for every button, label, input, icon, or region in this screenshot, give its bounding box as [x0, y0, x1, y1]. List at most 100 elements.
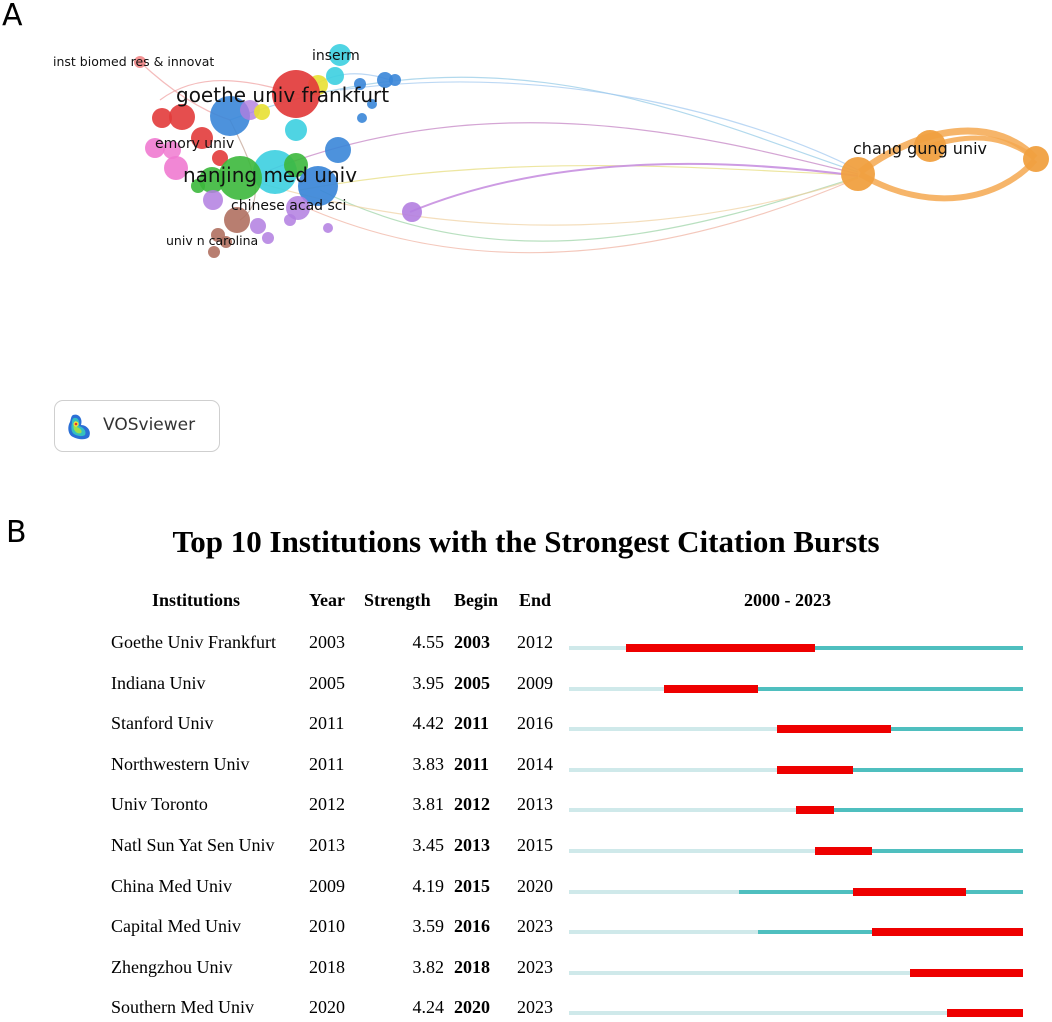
header-range: 2000 - 2023 [744, 590, 831, 610]
network-label: inserm [312, 48, 360, 64]
network-node [250, 218, 266, 234]
institution-name: Northwestern Univ [111, 753, 250, 774]
burst-strength: 3.83 [412, 753, 445, 774]
panel-b-letter: B [6, 515, 27, 550]
burst-begin: 2015 [454, 875, 490, 896]
timeline-active-segment [796, 808, 1023, 813]
burst-strength: 3.82 [412, 956, 445, 977]
panel-b: B Top 10 Institutions with the Strongest… [0, 500, 1052, 1022]
institution-name: Goethe Univ Frankfurt [111, 632, 276, 652]
start-year: 2020 [309, 997, 345, 1018]
network-map: inst biomed res & innovat inserm goethe … [53, 44, 1049, 258]
burst-end: 2013 [517, 794, 553, 815]
network-node [164, 156, 188, 180]
burst-bar [625, 644, 815, 652]
header-begin: Begin [454, 590, 499, 610]
timeline-pre-segment [569, 970, 910, 975]
start-year: 2013 [309, 835, 345, 855]
burst-end: 2009 [517, 672, 553, 693]
header-end: End [519, 590, 552, 610]
institution-name: Natl Sun Yat Sen Univ [111, 835, 275, 855]
institution-name: Southern Med Univ [111, 997, 254, 1018]
network-node [224, 207, 250, 233]
network-link [857, 127, 1038, 175]
burst-strength: 3.81 [412, 794, 445, 815]
timeline-active-segment [814, 849, 1023, 853]
timeline-pre-segment [569, 849, 815, 853]
burst-bar [814, 847, 872, 855]
network-node [284, 153, 308, 177]
network-label: goethe univ frankfurt [176, 83, 389, 107]
burst-bar [947, 1009, 1023, 1018]
vosviewer-logo-icon [68, 414, 90, 440]
timeline-active-segment [777, 767, 1023, 772]
network-node [272, 70, 320, 118]
vosviewer-badge: VOSviewer [54, 400, 220, 452]
burst-strength: 4.24 [412, 997, 445, 1018]
burst-begin: 2011 [454, 713, 490, 734]
network-node [841, 157, 875, 191]
start-year: 2003 [309, 632, 345, 652]
burst-bar [909, 968, 1023, 977]
header-strength: Strength [364, 590, 431, 610]
network-label: chinese acad sci [231, 198, 346, 214]
network-node [212, 150, 228, 166]
network-node [134, 56, 146, 68]
burst-begin: 2012 [454, 794, 490, 815]
network-label: chang gung univ [853, 139, 987, 158]
network-label: univ n carolina [166, 233, 258, 248]
start-year: 2011 [309, 753, 345, 774]
burst-end: 2012 [517, 632, 553, 652]
burst-end: 2014 [517, 753, 553, 774]
start-year: 2005 [309, 672, 345, 693]
network-node [326, 67, 344, 85]
burst-bar [871, 928, 1023, 937]
start-year: 2012 [309, 794, 345, 815]
network-node [389, 74, 401, 86]
burst-end: 2016 [517, 713, 553, 734]
burst-strength: 3.45 [412, 835, 445, 855]
burst-end: 2023 [517, 916, 553, 937]
timeline-pre-segment [569, 646, 626, 650]
network-link [299, 164, 859, 191]
institution-name: Capital Med Univ [111, 916, 241, 937]
network-link [269, 122, 859, 175]
institution-name: China Med Univ [111, 875, 232, 896]
network-node [163, 141, 181, 159]
start-year: 2011 [309, 713, 345, 734]
network-label: nanjing med univ [183, 163, 357, 187]
timeline-pre-segment [569, 727, 778, 732]
institution-name: Zhengzhou Univ [111, 956, 233, 977]
timeline-pre-segment [569, 808, 796, 813]
network-node [203, 190, 223, 210]
network-node [325, 137, 351, 163]
network-label: emory univ [155, 136, 234, 152]
burst-begin: 2013 [454, 835, 490, 855]
burst-bar [852, 887, 967, 896]
burst-strength: 4.55 [412, 632, 445, 652]
network-node [285, 119, 307, 141]
network-node [357, 113, 367, 123]
panel-a-letter: A [2, 0, 23, 33]
burst-end: 2023 [517, 956, 553, 977]
start-year: 2010 [309, 916, 345, 937]
burst-begin: 2003 [454, 632, 490, 652]
network-node [254, 104, 270, 120]
header-year: Year [309, 590, 345, 610]
burst-strength: 3.95 [412, 672, 445, 693]
network-node [220, 236, 232, 248]
start-year: 2009 [309, 875, 345, 896]
burst-end: 2015 [517, 835, 553, 855]
network-node [210, 96, 250, 136]
network-node [298, 166, 338, 206]
vosviewer-badge-label: VOSviewer [103, 415, 196, 435]
network-link [229, 76, 859, 173]
network-link [249, 177, 859, 226]
burst-begin: 2005 [454, 672, 490, 693]
chart-title: Top 10 Institutions with the Strongest C… [172, 524, 880, 559]
timeline-active-segment [663, 686, 1023, 691]
institution-name: Stanford Univ [111, 713, 214, 734]
network-node [323, 223, 333, 233]
network-node [402, 202, 422, 222]
timeline-pre-segment [569, 686, 664, 691]
